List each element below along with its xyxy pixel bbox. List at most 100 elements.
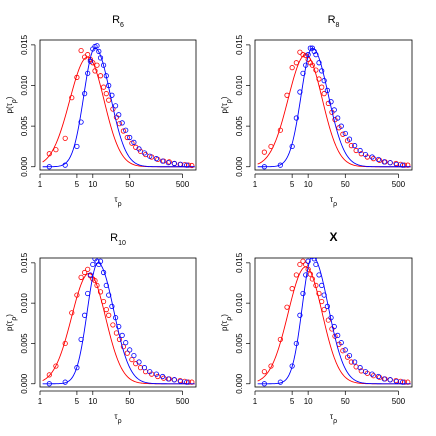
data-point <box>62 135 68 141</box>
data-point <box>319 298 325 305</box>
data-point <box>387 377 393 383</box>
y-tick-label: 0.010 <box>235 293 244 314</box>
data-point <box>46 372 52 378</box>
data-point <box>109 303 115 309</box>
data-point <box>284 304 290 310</box>
data-point <box>116 323 122 330</box>
plot-frame <box>254 39 413 171</box>
series-1 <box>42 47 195 169</box>
y-axis: 0.000 0.005 0.010 0.015 <box>235 34 251 177</box>
y-tick-label: 0.015 <box>235 34 244 55</box>
data-point <box>120 128 127 134</box>
data-point <box>293 115 299 121</box>
chart-title: X <box>329 230 337 244</box>
data-point <box>284 92 290 98</box>
x-tick-label: 10 <box>88 397 97 406</box>
data-point <box>381 376 387 382</box>
x-tick-label: 500 <box>392 397 406 406</box>
data-point <box>189 379 195 385</box>
x-tick-label: 1 <box>253 397 258 406</box>
data-point <box>97 258 104 264</box>
data-point <box>261 381 267 387</box>
data-point <box>321 78 327 84</box>
data-point <box>319 84 325 90</box>
y-tick-label: 0.000 <box>20 156 29 177</box>
data-point <box>303 261 309 268</box>
x-axis-label: τρ <box>330 412 337 425</box>
y-tick-label: 0.000 <box>20 373 29 394</box>
data-point <box>113 330 120 336</box>
panel-3: R10 1 5 10 50 500 0.000 0.005 0.010 0.015 τρ p(τρ) <box>5 232 197 425</box>
chart-title: R6 <box>112 14 124 29</box>
data-point <box>313 261 319 268</box>
x-axis-label: τρ <box>114 412 121 425</box>
data-point <box>106 292 112 298</box>
fit-curve <box>42 47 195 168</box>
data-point <box>62 379 68 385</box>
panel-2: R8 1 5 10 50 500 0.000 0.005 0.010 0.015 τρ p(τρ) <box>220 14 413 208</box>
data-point <box>346 136 353 142</box>
chart-title: R8 <box>328 14 340 29</box>
data-point <box>313 67 319 73</box>
data-point <box>328 315 334 321</box>
data-point <box>376 374 383 380</box>
data-point <box>185 162 192 168</box>
data-point <box>62 340 68 347</box>
y-tick-label: 0.015 <box>235 252 244 273</box>
data-point <box>352 359 358 365</box>
data-point <box>165 376 171 382</box>
data-point <box>387 160 393 166</box>
y-tick-label: 0.000 <box>235 373 244 394</box>
data-point <box>82 91 88 97</box>
data-point <box>103 282 109 289</box>
data-point <box>123 340 129 346</box>
y-tick-label: 0.010 <box>20 293 29 314</box>
data-point <box>268 143 274 150</box>
data-point <box>316 272 322 278</box>
y-tick-label: 0.015 <box>20 34 29 55</box>
data-point <box>124 350 130 356</box>
data-point <box>261 164 267 170</box>
data-point <box>120 344 127 350</box>
x-tick-label: 50 <box>125 180 134 189</box>
x-tick-label: 10 <box>88 180 97 189</box>
data-point <box>319 282 325 289</box>
data-point <box>94 43 100 49</box>
data-point <box>100 62 107 68</box>
data-point <box>342 130 348 137</box>
data-point <box>97 289 104 295</box>
data-point <box>305 258 311 264</box>
data-point <box>147 153 153 159</box>
data-point <box>116 121 123 127</box>
x-tick-label: 1 <box>38 180 43 189</box>
data-point <box>309 276 315 282</box>
data-point <box>85 70 91 76</box>
data-point <box>335 332 341 338</box>
fit-curve <box>42 262 195 385</box>
data-point <box>313 52 319 58</box>
x-tick-label: 1 <box>38 397 43 406</box>
data-point <box>309 62 315 68</box>
data-point <box>85 290 91 297</box>
chart-title: R10 <box>110 232 126 247</box>
data-point <box>268 363 274 369</box>
data-point <box>289 286 295 292</box>
data-point <box>153 156 159 162</box>
data-point <box>92 277 98 284</box>
data-point <box>74 143 80 150</box>
plot-frame <box>254 257 413 388</box>
y-tick-label: 0.010 <box>235 75 244 96</box>
data-point <box>78 274 84 280</box>
data-point <box>141 365 148 371</box>
data-point <box>305 52 311 58</box>
data-point <box>277 127 283 133</box>
data-point <box>185 379 192 385</box>
x-tick-label: 5 <box>290 180 295 189</box>
y-tick-label: 0.005 <box>20 333 29 354</box>
data-point <box>124 134 130 141</box>
data-point <box>97 55 104 61</box>
data-point <box>303 62 309 68</box>
series-2 <box>42 258 195 387</box>
data-point <box>178 161 184 167</box>
